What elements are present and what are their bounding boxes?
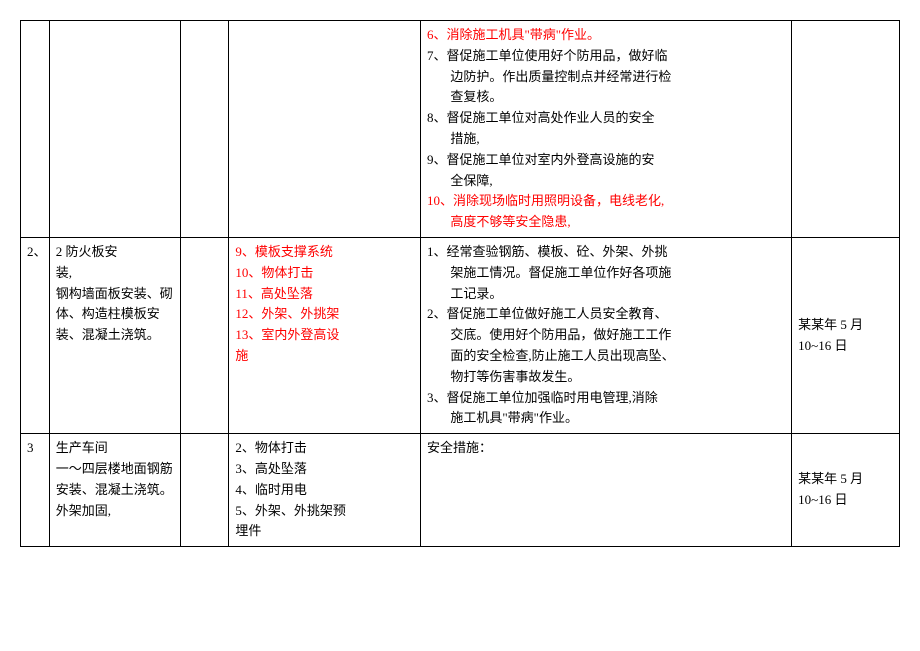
- cell-measures: 1、经常查验钢筋、模板、砼、外架、外挑架施工情况。督促施工单位作好各项施工记录。…: [420, 237, 791, 433]
- measure-text: 10、消除现场临时用照明设备，电线老化,高度不够等安全隐患,: [427, 191, 785, 233]
- measure-text: 6、消除施工机具"带病"作业。: [427, 25, 785, 46]
- table-row: 2、 2 防火板安装,钢构墙面板安装、砌体、构造柱模板安装、混凝土浇筑。 9、模…: [21, 237, 900, 433]
- hazard-text: 5、外架、外挑架预埋件: [235, 501, 414, 543]
- construction-safety-table: 6、消除施工机具"带病"作业。 7、督促施工单位使用好个防用品，做好临边防护。作…: [20, 20, 900, 547]
- measure-text: 2、督促施工单位做好施工人员安全教育、交底。使用好个防用品，做好施工工作面的安全…: [427, 304, 785, 387]
- cell-measures: 6、消除施工机具"带病"作业。 7、督促施工单位使用好个防用品，做好临边防护。作…: [420, 21, 791, 238]
- cell-date: 某某年 5 月10~16 日: [792, 237, 900, 433]
- cell-hazard: [229, 21, 421, 238]
- cell-date: 某某年 5 月10~16 日: [792, 434, 900, 547]
- cell-content: [49, 21, 181, 238]
- table-row: 3 生产车间一～四层楼地面钢筋安装、混凝土浇筑。外架加固, 2、物体打击 3、高…: [21, 434, 900, 547]
- table-row: 6、消除施工机具"带病"作业。 7、督促施工单位使用好个防用品，做好临边防护。作…: [21, 21, 900, 238]
- measure-text: 3、督促施工单位加强临时用电管理,消除施工机具"带病"作业。: [427, 388, 785, 430]
- hazard-text: 10、物体打击: [235, 263, 414, 284]
- cell-idx: 3: [21, 434, 50, 547]
- cell-content: 2 防火板安装,钢构墙面板安装、砌体、构造柱模板安装、混凝土浇筑。: [49, 237, 181, 433]
- hazard-text: 9、模板支撑系统: [235, 242, 414, 263]
- cell-measures: 安全措施：: [420, 434, 791, 547]
- cell-empty: [181, 237, 229, 433]
- measure-text: 8、督促施工单位对高处作业人员的安全措施,: [427, 108, 785, 150]
- hazard-text: 13、室内外登高设施: [235, 325, 414, 367]
- hazard-text: 11、高处坠落: [235, 284, 414, 305]
- hazard-text: 12、外架、外挑架: [235, 304, 414, 325]
- measure-text: 7、督促施工单位使用好个防用品，做好临边防护。作出质量控制点并经常进行检查复核。: [427, 46, 785, 108]
- cell-hazard: 2、物体打击 3、高处坠落 4、临时用电 5、外架、外挑架预埋件: [229, 434, 421, 547]
- hazard-text: 3、高处坠落: [235, 459, 414, 480]
- cell-hazard: 9、模板支撑系统 10、物体打击 11、高处坠落 12、外架、外挑架 13、室内…: [229, 237, 421, 433]
- cell-empty: [181, 21, 229, 238]
- measure-text: 1、经常查验钢筋、模板、砼、外架、外挑架施工情况。督促施工单位作好各项施工记录。: [427, 242, 785, 304]
- measure-text: 9、督促施工单位对室内外登高设施的安全保障,: [427, 150, 785, 192]
- hazard-text: 4、临时用电: [235, 480, 414, 501]
- cell-idx: [21, 21, 50, 238]
- cell-content: 生产车间一～四层楼地面钢筋安装、混凝土浇筑。外架加固,: [49, 434, 181, 547]
- cell-idx: 2、: [21, 237, 50, 433]
- cell-empty: [181, 434, 229, 547]
- measure-text: 安全措施：: [427, 438, 785, 459]
- cell-date: [792, 21, 900, 238]
- hazard-text: 2、物体打击: [235, 438, 414, 459]
